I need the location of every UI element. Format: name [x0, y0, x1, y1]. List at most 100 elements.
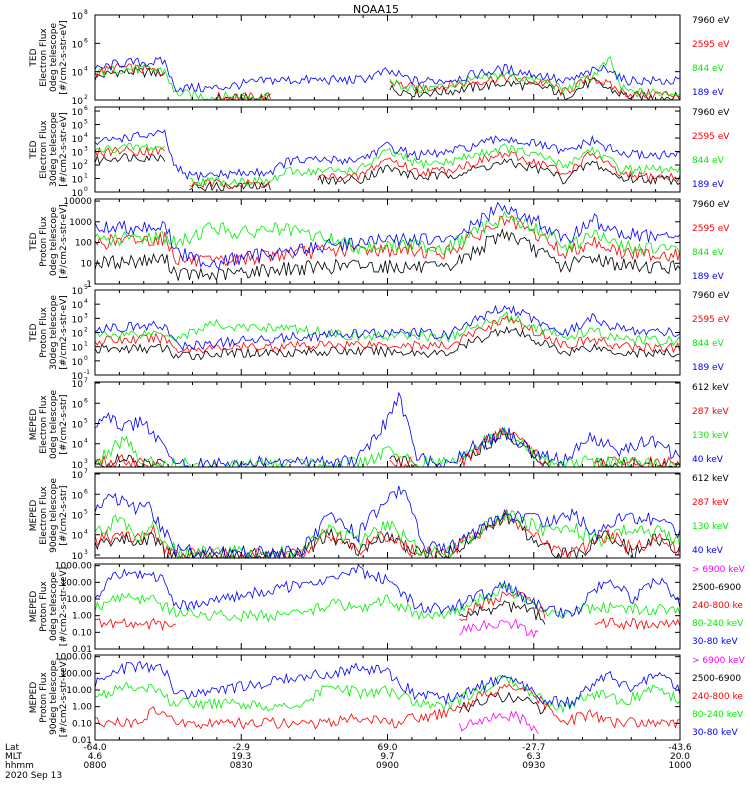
- y-axis-label: 30deg telescope: [49, 295, 59, 370]
- y-tick-label: 100: [75, 239, 92, 249]
- y-axis-label: Electron Flux: [39, 28, 49, 87]
- y-tick-label: 10: [72, 552, 84, 562]
- y-tick-label: 0.10: [72, 719, 92, 729]
- date-label: 2020 Sep 13: [5, 771, 62, 781]
- y-tick-exponent: 8: [84, 9, 88, 16]
- y-tick-exponent: 0: [84, 355, 88, 362]
- y-tick-exponent: 3: [84, 146, 88, 153]
- y-tick-exponent: 1: [84, 173, 88, 180]
- panel-3: 10000 1000 100 10 1 TED Proton Flux 0deg telesc…: [29, 197, 730, 290]
- series-trace: [94, 304, 681, 351]
- series-trace: [94, 512, 681, 560]
- legend-entry: 2595 eV: [692, 40, 730, 50]
- y-tick-label: 10: [72, 491, 84, 501]
- y-axis-label: Electron Flux: [39, 486, 49, 545]
- y-tick-label: 10: [72, 40, 84, 50]
- y-tick-label: 1000.00: [55, 562, 92, 572]
- series-trace: [94, 563, 681, 619]
- y-tick-exponent: 5: [84, 284, 88, 291]
- y-axis-label: [#/cm2-s-str-eV]: [59, 20, 69, 95]
- series-trace: [94, 210, 681, 256]
- y-axis-label: MEPED: [29, 409, 39, 441]
- y-axis-label: [#/cm2-s-str-keV]: [59, 567, 69, 646]
- series-trace: [459, 710, 539, 735]
- series-trace: [94, 510, 681, 560]
- series-trace: [94, 228, 681, 282]
- y-tick-label: 10: [72, 532, 84, 542]
- axis-row-value: 0900: [376, 761, 399, 771]
- y-tick-label: 10: [72, 301, 84, 311]
- axis-row-value: 0800: [84, 761, 107, 771]
- y-axis-label: 90deg telescope: [49, 660, 59, 735]
- y-tick-exponent: 7: [84, 377, 88, 384]
- y-axis-label: Proton Flux: [39, 307, 49, 358]
- y-tick-label: 10: [72, 189, 84, 199]
- y-axis-label: [#/cm2-s-str]: [59, 485, 69, 545]
- axis-row-value: 19.3: [231, 752, 251, 762]
- series-trace: [94, 56, 681, 93]
- axis-row-value: 6.3: [527, 752, 541, 762]
- legend-entry: 844 eV: [692, 64, 725, 74]
- y-tick-label: 10: [72, 461, 84, 471]
- y-axis-label: 90deg telescope: [49, 478, 59, 553]
- y-axis-label: [#/cm2-s-str]: [59, 394, 69, 454]
- series-trace: [94, 391, 681, 469]
- axis-row-value: -43.6: [668, 743, 692, 753]
- axis-row-label: MLT: [5, 752, 23, 762]
- y-tick-exponent: -1: [84, 369, 90, 376]
- legend-entry: 7960 eV: [692, 291, 730, 301]
- y-axis-label: Proton Flux: [39, 672, 49, 723]
- y-tick-label: 10: [72, 358, 84, 368]
- series-trace: [459, 600, 546, 625]
- y-tick-exponent: 4: [84, 66, 88, 73]
- legend-entry: 7960 eV: [692, 16, 730, 26]
- legend-entry: 189 eV: [692, 180, 725, 190]
- y-tick-label: 10.00: [66, 595, 92, 605]
- panel-8: 1000.00 100.00 10.00 1.00 0.10 0.01 MEPED Proto…: [29, 653, 746, 746]
- legend-entry: 130 keV: [692, 522, 729, 532]
- axis-row-value: -2.9: [232, 743, 250, 753]
- y-tick-label: 1: [86, 280, 92, 290]
- y-axis-label: TED: [29, 323, 39, 342]
- y-tick-exponent: 6: [84, 37, 88, 44]
- series-trace: [94, 508, 681, 560]
- legend-entry: 2595 eV: [692, 132, 730, 142]
- y-tick-label: 10: [81, 259, 93, 269]
- y-tick-label: 10.00: [66, 686, 92, 696]
- y-tick-exponent: 3: [84, 458, 88, 465]
- y-axis-label: MEPED: [29, 591, 39, 623]
- time-axis-footer: Lat -64.0 -2.9 69.0 -27.7 -43.6 MLT 4.6 19.3 9.7 6…: [5, 743, 692, 781]
- y-tick-exponent: 3: [84, 312, 88, 319]
- panel-7: 1000.00 100.00 10.00 1.00 0.10 0.01 MEPED Proto…: [29, 562, 746, 655]
- series-trace: [94, 145, 681, 190]
- y-tick-label: 10: [72, 315, 84, 325]
- series-trace: [94, 201, 681, 270]
- y-axis-label: MEPED: [29, 682, 39, 714]
- legend-entry: 189 eV: [692, 272, 725, 282]
- axis-row-value: 20.0: [670, 752, 690, 762]
- y-tick-label: 1.00: [72, 612, 92, 622]
- axis-row-value: 69.0: [377, 743, 397, 753]
- y-axis-label: 0deg telescope: [49, 390, 59, 460]
- y-tick-label: 10: [72, 380, 84, 390]
- series-trace: [459, 691, 546, 715]
- y-axis-label: Electron Flux: [39, 395, 49, 454]
- legend-entry: 844 eV: [692, 339, 725, 349]
- series-trace: [94, 674, 681, 714]
- y-tick-exponent: 6: [84, 105, 88, 112]
- y-axis-label: Electron Flux: [39, 120, 49, 179]
- y-tick-label: 10: [72, 176, 84, 186]
- y-tick-exponent: 5: [84, 119, 88, 126]
- y-tick-label: 10: [72, 149, 84, 159]
- y-tick-label: 0.10: [72, 628, 92, 638]
- axis-row-label: Lat: [5, 743, 20, 753]
- series-trace: [94, 325, 681, 361]
- series-trace: [94, 56, 681, 101]
- series-trace: [459, 618, 539, 639]
- y-tick-label: 10: [72, 287, 84, 297]
- series-trace: [94, 311, 681, 347]
